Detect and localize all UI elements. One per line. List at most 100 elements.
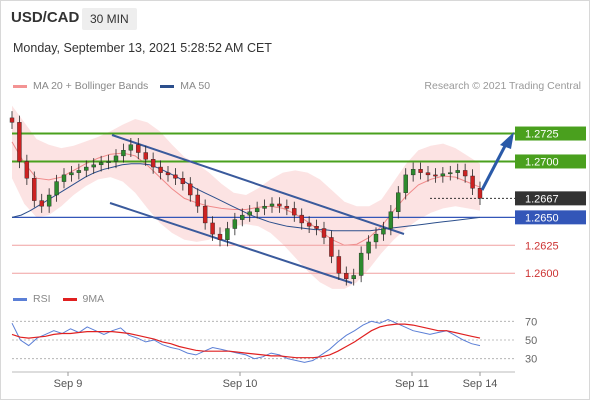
- candle-body: [262, 205, 267, 209]
- rsi-tick-label: 30: [525, 354, 537, 366]
- candle-body: [254, 208, 260, 212]
- legend-swatch-ma20: [13, 84, 27, 88]
- legend-label-rsi: RSI: [33, 293, 51, 305]
- legend-label-ma20: MA 20 + Bollinger Bands: [33, 80, 149, 92]
- main-legend: MA 20 + Bollinger Bands MA 50: [13, 80, 222, 92]
- candle-body: [381, 228, 386, 235]
- candle-body: [98, 162, 104, 166]
- candle-body: [225, 228, 230, 240]
- candle-body: [477, 188, 483, 199]
- level-label: 1.2625: [525, 240, 559, 252]
- candles: [9, 111, 483, 286]
- candle-body: [17, 122, 22, 162]
- ma50-line: [11, 163, 481, 232]
- level-label: 1.2600: [525, 268, 559, 280]
- candle-body: [269, 203, 275, 207]
- arrow-shaft: [480, 143, 508, 191]
- candle-body: [440, 173, 446, 177]
- ma50-path: [11, 163, 481, 232]
- candle-body: [202, 205, 208, 224]
- level-label-bg: [515, 191, 586, 206]
- level-label-bg: [515, 154, 586, 169]
- candle-body: [61, 174, 67, 182]
- timeframe-badge[interactable]: 30 MIN: [82, 8, 137, 30]
- x-tick-label: Sep 11: [395, 378, 429, 390]
- level-label: 1.2725: [525, 129, 559, 141]
- candle-body: [121, 150, 126, 157]
- candle-body: [344, 273, 349, 280]
- arrow-head: [500, 132, 514, 149]
- candle-body: [462, 170, 468, 177]
- candle-body: [84, 166, 89, 171]
- candle-body: [284, 205, 290, 209]
- candle-body: [410, 169, 416, 176]
- legend-label-ma50: MA 50: [180, 80, 211, 92]
- candle-body: [321, 228, 327, 238]
- candle-body: [455, 170, 460, 173]
- rsi-9ma-line: [11, 323, 481, 359]
- candle-body: [232, 219, 238, 229]
- candle-body: [113, 155, 119, 162]
- level-labels: 1.2725 1.2700 1.2667 1.2650 1.2625 1.2600: [515, 126, 586, 280]
- forecast-arrow: [480, 132, 514, 191]
- candle-body: [106, 161, 111, 163]
- chart-datetime: Monday, September 13, 2021 5:28:52 AM CE…: [13, 41, 272, 55]
- rsi-legend: RSI 9MA: [13, 293, 116, 305]
- candle-body: [418, 169, 423, 173]
- candle-body: [388, 211, 394, 229]
- symbol-title: USD/CAD: [11, 9, 80, 26]
- x-tick-label: Sep 14: [463, 378, 498, 390]
- candle-body: [366, 241, 371, 254]
- legend-swatch-ma50: [160, 84, 175, 88]
- legend-swatch-9ma: [62, 297, 77, 301]
- level-label-bg: [515, 126, 586, 141]
- candle-body: [433, 174, 438, 177]
- candle-body: [306, 222, 312, 227]
- candle-body: [136, 144, 141, 153]
- channel-lower-line: [109, 202, 353, 284]
- candle-body: [46, 194, 52, 207]
- rsi-panel: 70 50 30: [11, 316, 537, 366]
- candle-body: [329, 237, 334, 257]
- rsi-tick-label: 70: [525, 316, 537, 328]
- candle-body: [158, 166, 163, 173]
- candle-body: [128, 144, 134, 151]
- candle-body: [180, 178, 186, 185]
- level-lines: [12, 132, 515, 274]
- candle-body: [217, 233, 223, 240]
- candle-body: [448, 172, 453, 175]
- candle-body: [143, 152, 148, 160]
- level-label: 1.2650: [525, 212, 559, 224]
- candle-body: [247, 211, 252, 216]
- candle-body: [39, 200, 44, 207]
- candle-body: [277, 203, 282, 207]
- candle-body: [292, 208, 297, 216]
- candle-body: [358, 252, 364, 276]
- candle-body: [173, 174, 178, 179]
- candle-body: [9, 117, 15, 123]
- x-tick-label: Sep 9: [54, 378, 83, 390]
- legend-label-9ma: 9MA: [82, 293, 105, 305]
- x-tick-label: Sep 10: [223, 378, 258, 390]
- candle-body: [69, 172, 74, 176]
- candle-body: [240, 214, 245, 220]
- bollinger-fill: [12, 105, 480, 289]
- channel-upper-line: [111, 134, 405, 235]
- candle-body: [373, 233, 379, 243]
- candle-body: [32, 178, 37, 201]
- candle-body: [150, 159, 156, 168]
- candle-body: [425, 172, 431, 176]
- rsi-tick-label: 50: [525, 335, 537, 347]
- candle-body: [24, 161, 30, 179]
- candle-body: [165, 172, 171, 176]
- level-label: 1.2667: [525, 193, 559, 205]
- legend-swatch-rsi: [13, 297, 27, 301]
- candle-body: [314, 226, 319, 229]
- candle-body: [396, 192, 401, 212]
- candle-body: [210, 222, 215, 235]
- level-label-bg: [515, 210, 586, 225]
- candle-body: [54, 181, 59, 196]
- candle-body: [91, 164, 96, 168]
- rsi-line: [11, 318, 481, 363]
